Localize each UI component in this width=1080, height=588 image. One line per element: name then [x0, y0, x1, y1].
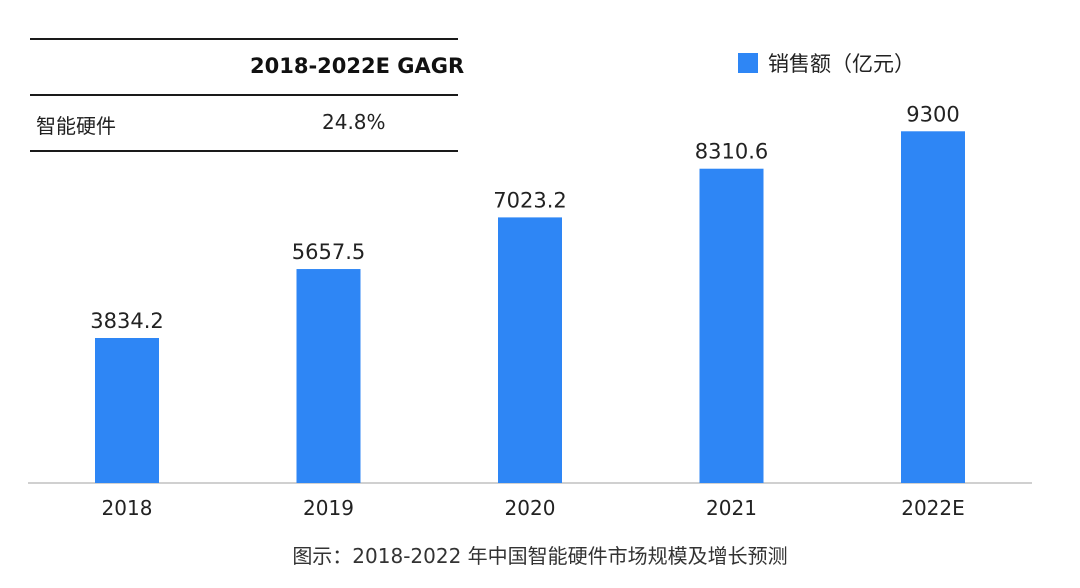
data-label-2022E: 9300 [906, 102, 959, 126]
bar-2019 [296, 269, 361, 483]
bar-2020 [498, 217, 562, 484]
figure-caption: 图示：2018-2022 年中国智能硬件市场规模及增长预测 [292, 544, 788, 568]
bar-2018 [95, 337, 159, 483]
table-header-rule [30, 94, 458, 96]
legend-label: 销售额（亿元） [768, 52, 915, 76]
x-tick-label-2018: 2018 [102, 496, 153, 520]
x-tick-label-2020: 2020 [505, 496, 556, 520]
data-label-2021: 8310.6 [695, 140, 768, 164]
bar-2022E [901, 131, 965, 484]
legend-swatch [738, 53, 758, 73]
bar-2021 [699, 168, 764, 483]
data-label-2020: 7023.2 [493, 188, 566, 212]
data-label-2019: 5657.5 [292, 240, 365, 264]
data-label-2018: 3834.2 [90, 309, 163, 333]
table-row-label: 智能硬件 [36, 114, 116, 138]
table-row-value: 24.8% [322, 110, 386, 134]
x-tick-label-2021: 2021 [706, 496, 757, 520]
legend: 销售额（亿元） [738, 48, 915, 78]
table-header: 2018-2022E GAGR [250, 54, 465, 78]
x-tick-label-2022E: 2022E [901, 496, 965, 520]
table-top-rule [30, 38, 458, 40]
table-bottom-rule [30, 150, 458, 152]
x-tick-label-2019: 2019 [303, 496, 354, 520]
